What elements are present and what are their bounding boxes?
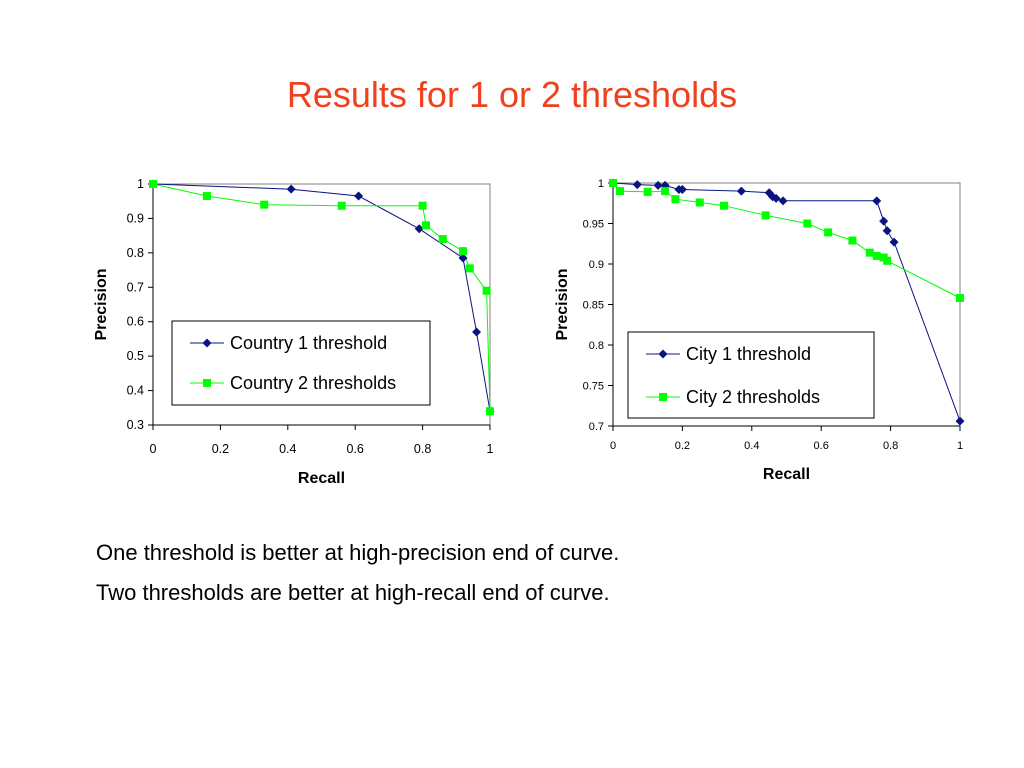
country-series-1-point [414, 224, 424, 234]
country-y-tick-label: 0.8 [127, 246, 144, 260]
country-x-tick-label: 0 [150, 442, 157, 456]
country-y-tick-label: 0.6 [127, 315, 144, 329]
country-y-tick-label: 0.3 [127, 418, 144, 432]
city-series-2-point [883, 256, 892, 265]
city-series-2-point [720, 201, 729, 210]
country-y-tick-label: 0.4 [127, 384, 144, 398]
city-series-2-point [865, 248, 874, 257]
country-series-2-point [418, 201, 427, 210]
city-series-2-point [615, 187, 624, 196]
country-legend-label-1: Country 1 threshold [230, 333, 387, 353]
country-y-tick-label: 0.9 [127, 211, 144, 225]
city-series-2-point [661, 187, 670, 196]
city-series-1-point [653, 180, 663, 190]
city-series-2-point [671, 195, 680, 204]
country-chart-svg: 0.3 0.4 0.5 0.6 0.7 0.8 0.9 1 0 0.2 0.4 0.6 0.8 1 Reca… [93, 177, 495, 487]
country-x-tick-label: 1 [487, 442, 494, 456]
country-series-2-point [482, 286, 491, 295]
city-legend-marker [658, 349, 668, 359]
country-y-axis-title: Precision [93, 268, 110, 340]
country-series-2-point [149, 180, 157, 188]
city-y-tick-label: 0.75 [583, 381, 604, 393]
city-series-2-point [761, 211, 770, 220]
city-series-1-point [872, 196, 882, 206]
country-x-tick-label: 0.2 [212, 442, 229, 456]
country-series-1-point [354, 191, 364, 201]
country-y-tick-label: 1 [137, 177, 144, 191]
city-legend-label-2: City 2 thresholds [686, 387, 820, 407]
city-series-1-point [879, 216, 889, 226]
city-y-tick-label: 0.7 [589, 421, 604, 433]
country-series-1-point [286, 184, 296, 194]
city-y-tick-label: 0.9 [589, 259, 604, 271]
city-series-1-point [677, 184, 687, 194]
city-y-axis-title: Precision [554, 268, 571, 340]
country-x-axis-title: Recall [298, 470, 345, 487]
country-series-2-point [202, 192, 211, 201]
country-series-2-point [421, 221, 430, 230]
observation-text-2: Two thresholds are better at high-recall… [96, 580, 610, 605]
city-chart-svg: 0.7 0.75 0.8 0.85 0.9 0.95 1 0 0.2 0.4 0.6 0.8 1 Reca… [554, 178, 965, 483]
country-x-tick-label: 0.4 [279, 442, 296, 456]
city-series-2-point [872, 251, 881, 260]
city-y-tick-label: 1 [598, 178, 604, 190]
country-x-tick-label: 0.6 [347, 442, 364, 456]
city-legend-marker [659, 393, 667, 401]
country-series-2-point [438, 235, 447, 244]
city-series-1-point [764, 188, 774, 198]
city-x-tick-label: 0.2 [675, 440, 690, 452]
city-series-1-point [889, 237, 899, 247]
city-series-1-point [771, 193, 781, 203]
country-series-2-point [465, 264, 474, 273]
country-legend-marker [202, 338, 212, 348]
country-y-tick-label: 0.7 [127, 280, 144, 294]
city-legend-box [627, 331, 875, 419]
observation-text-1: One threshold is better at high-precisio… [96, 540, 620, 565]
city-x-tick-label: 1 [957, 440, 963, 452]
country-series-2-point [260, 200, 269, 209]
city-series-1-point [768, 192, 778, 202]
city-series-2-point [824, 228, 833, 237]
country-series-2-point [459, 247, 468, 256]
country-x-tick-label: 0.8 [414, 442, 431, 456]
slide-title: Results for 1 or 2 thresholds [286, 74, 738, 115]
country-series-1-point [472, 327, 482, 337]
city-series-1-point [632, 180, 642, 190]
city-y-tick-label: 0.8 [589, 340, 604, 352]
city-series-2-point [803, 219, 812, 228]
city-series-2-point [848, 236, 857, 245]
city-series-1-point [736, 186, 746, 196]
country-precision-recall-chart: 0.3 0.4 0.5 0.6 0.7 0.8 0.9 1 0 0.2 0.4 0.6 0.8 1 Reca… [80, 165, 520, 495]
city-series-2-point [695, 198, 704, 207]
city-series-1-point [955, 416, 965, 426]
city-legend-label-1: City 1 threshold [686, 344, 811, 364]
country-legend-label-2: Country 2 thresholds [230, 373, 396, 393]
city-x-tick-label: 0.4 [744, 440, 759, 452]
country-series-2-point [486, 407, 494, 416]
city-series-1-point [882, 226, 892, 236]
city-series-2-point [956, 294, 964, 303]
country-y-tick-label: 0.5 [127, 349, 144, 363]
country-series-2-point [337, 201, 346, 210]
city-x-tick-label: 0.8 [883, 440, 898, 452]
city-y-tick-label: 0.85 [583, 300, 604, 312]
city-precision-recall-chart: 0.7 0.75 0.8 0.85 0.9 0.95 1 0 0.2 0.4 0.6 0.8 1 Reca… [545, 165, 985, 495]
city-x-tick-label: 0.6 [814, 440, 829, 452]
country-legend-marker [203, 379, 211, 387]
city-series-1-point [778, 196, 788, 206]
city-x-tick-label: 0 [610, 440, 616, 452]
country-series-1-point [458, 253, 468, 263]
city-series-2-point [643, 187, 652, 196]
city-y-tick-label: 0.95 [583, 219, 604, 231]
city-series-2-point [609, 179, 617, 187]
country-legend-box [171, 320, 431, 406]
city-x-axis-title: Recall [763, 466, 810, 483]
